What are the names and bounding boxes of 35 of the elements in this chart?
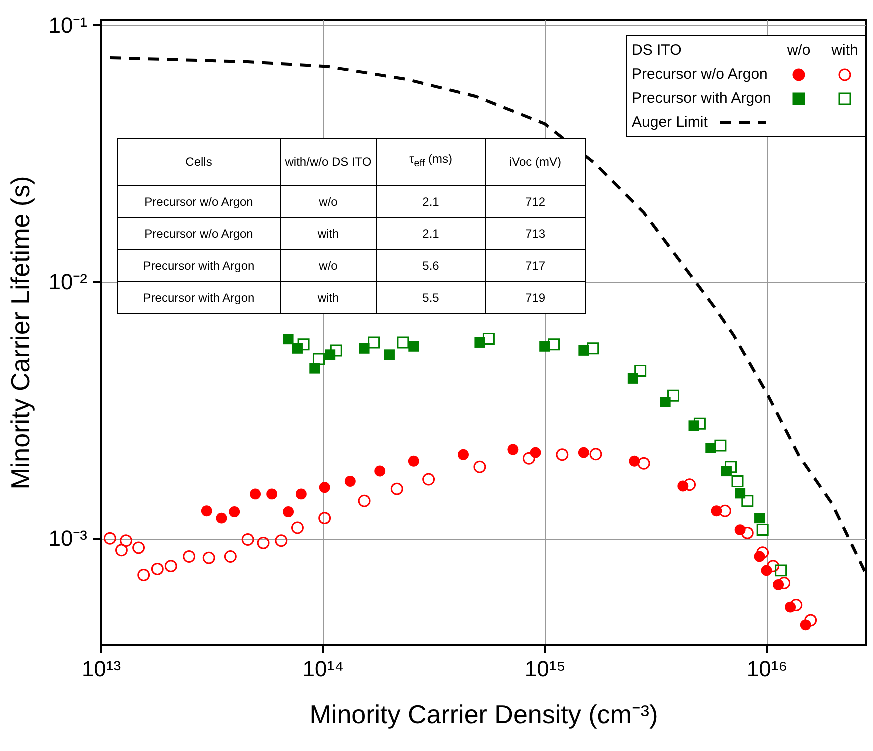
annotation: 713 (486, 218, 586, 250)
annotation: 2.1 (376, 218, 486, 250)
annotation: Precursor with Argon (118, 250, 280, 282)
annotation: with (280, 282, 376, 314)
annotation: 719 (486, 282, 586, 314)
x-tick-label: 10¹⁶ (746, 656, 788, 682)
annotation: with/w/o DS ITO (280, 138, 376, 186)
annotation: Cells (118, 138, 280, 186)
legend-label: Precursor with Argon (632, 90, 772, 108)
x-tick-label: 10¹⁴ (302, 656, 344, 682)
x-axis-title: Minority Carrier Density (cm⁻³) (310, 700, 658, 730)
annotation: 717 (486, 250, 586, 282)
annotation: Precursor w/o Argon (118, 186, 280, 218)
annotation: 5.5 (376, 282, 486, 314)
annotation: iVoc (mV) (486, 138, 586, 186)
y-tick-label: 10⁻³ (48, 526, 88, 552)
annotation: w/o (280, 250, 376, 282)
y-axis-title: Minority Carrier Lifetime (s) (6, 176, 36, 490)
annotation: 712 (486, 186, 586, 218)
annotation: Precursor with Argon (118, 282, 280, 314)
y-tick-label: 10⁻² (48, 270, 88, 295)
annotation: 5.6 (376, 250, 486, 282)
x-tick-label: 10¹⁵ (524, 656, 566, 682)
x-tick-label: 10¹³ (82, 656, 122, 682)
legend-title: DS ITO (632, 42, 682, 60)
legend-label: Precursor w/o Argon (632, 66, 768, 84)
annotation: w/o (280, 186, 376, 218)
y-tick-label: 10⁻¹ (48, 12, 88, 38)
annotation: with (280, 218, 376, 250)
annotation: τ$_{eff}$ (ms) (376, 138, 486, 186)
annotation: 2.1 (376, 186, 486, 218)
annotation: w/o (786, 42, 812, 60)
annotation: with (830, 42, 860, 60)
annotation: Precursor w/o Argon (118, 218, 280, 250)
legend-label: Auger Limit (632, 114, 708, 132)
